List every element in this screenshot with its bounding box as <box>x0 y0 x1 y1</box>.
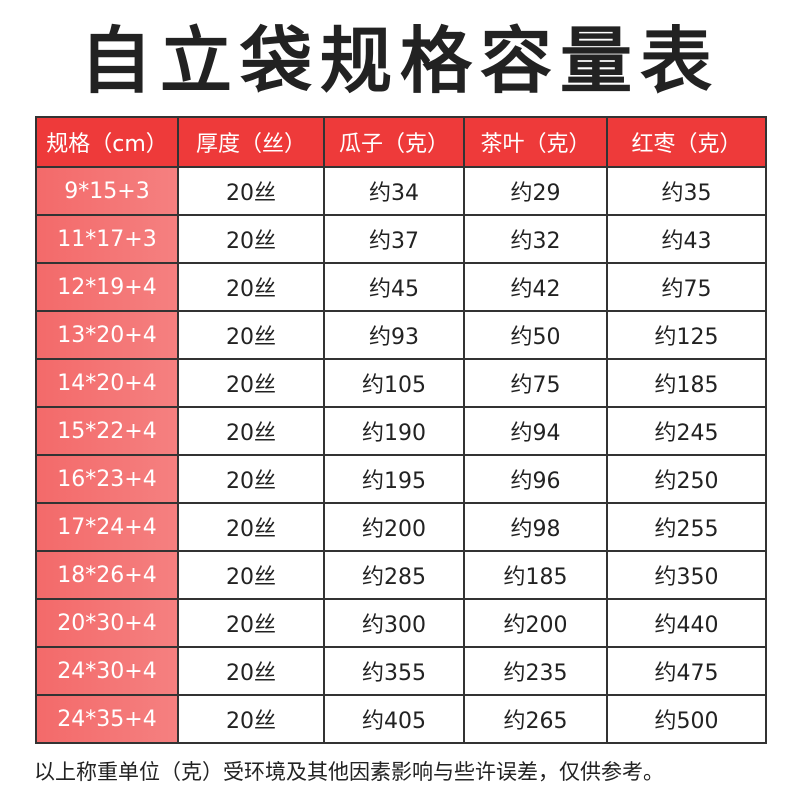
column-header: 厚度（丝） <box>177 116 325 168</box>
table-cell: 约185 <box>606 358 767 408</box>
table-header-row: 规格（cm） 厚度（丝） 瓜子（克） 茶叶（克） 红枣（克） <box>35 116 767 168</box>
table-cell: 20丝 <box>177 694 325 744</box>
table-cell: 约440 <box>606 598 767 648</box>
table-cell: 约190 <box>323 406 465 456</box>
table-cell: 约43 <box>606 214 767 264</box>
table-cell: 20丝 <box>177 550 325 600</box>
table-cell: 20丝 <box>177 214 325 264</box>
table-cell: 约265 <box>463 694 608 744</box>
page-title: 自立袋规格容量表 <box>79 19 720 103</box>
table-row: 24*35+4 20丝 约405 约265 约500 <box>35 694 767 744</box>
table-cell: 约37 <box>323 214 465 264</box>
table-cell: 约29 <box>463 166 608 216</box>
table-cell: 约285 <box>323 550 465 600</box>
table-row: 14*20+4 20丝 约105 约75 约185 <box>35 358 767 408</box>
spec-cell: 11*17+3 <box>35 214 179 264</box>
table-row: 20*30+4 20丝 约300 约200 约440 <box>35 598 767 648</box>
table-cell: 约300 <box>323 598 465 648</box>
spec-cell: 18*26+4 <box>35 550 179 600</box>
table-cell: 约32 <box>463 214 608 264</box>
table-cell: 约35 <box>606 166 767 216</box>
table-row: 17*24+4 20丝 约200 约98 约255 <box>35 502 767 552</box>
table-cell: 约245 <box>606 406 767 456</box>
table-cell: 约75 <box>606 262 767 312</box>
spec-cell: 17*24+4 <box>35 502 179 552</box>
column-header: 规格（cm） <box>35 116 179 168</box>
table-cell: 20丝 <box>177 262 325 312</box>
table-cell: 约50 <box>463 310 608 360</box>
table-cell: 约185 <box>463 550 608 600</box>
table-cell: 约94 <box>463 406 608 456</box>
table-cell: 20丝 <box>177 646 325 696</box>
column-header: 瓜子（克） <box>323 116 465 168</box>
spec-cell: 13*20+4 <box>35 310 179 360</box>
spec-cell: 16*23+4 <box>35 454 179 504</box>
capacity-table: 规格（cm） 厚度（丝） 瓜子（克） 茶叶（克） 红枣（克） 9*15+3 20丝 约34 约… <box>35 116 767 744</box>
table-cell: 约125 <box>606 310 767 360</box>
spec-cell: 14*20+4 <box>35 358 179 408</box>
table-cell: 约255 <box>606 502 767 552</box>
spec-cell: 12*19+4 <box>35 262 179 312</box>
column-header: 红枣（克） <box>606 116 767 168</box>
table-cell: 约235 <box>463 646 608 696</box>
table-row: 16*23+4 20丝 约195 约96 约250 <box>35 454 767 504</box>
table-row: 13*20+4 20丝 约93 约50 约125 <box>35 310 767 360</box>
table-cell: 约105 <box>323 358 465 408</box>
table-cell: 约405 <box>323 694 465 744</box>
table-cell: 约96 <box>463 454 608 504</box>
spec-cell: 20*30+4 <box>35 598 179 648</box>
table-cell: 20丝 <box>177 598 325 648</box>
table-cell: 20丝 <box>177 406 325 456</box>
table-row: 9*15+3 20丝 约34 约29 约35 <box>35 166 767 216</box>
table-cell: 20丝 <box>177 310 325 360</box>
table-cell: 约42 <box>463 262 608 312</box>
table-row: 15*22+4 20丝 约190 约94 约245 <box>35 406 767 456</box>
column-header: 茶叶（克） <box>463 116 608 168</box>
table-cell: 约500 <box>606 694 767 744</box>
table-cell: 20丝 <box>177 166 325 216</box>
table-cell: 约75 <box>463 358 608 408</box>
table-cell: 约200 <box>323 502 465 552</box>
table-cell: 约250 <box>606 454 767 504</box>
table-cell: 20丝 <box>177 502 325 552</box>
spec-cell: 24*35+4 <box>35 694 179 744</box>
table-cell: 约350 <box>606 550 767 600</box>
table-cell: 约200 <box>463 598 608 648</box>
table-cell: 约45 <box>323 262 465 312</box>
table-cell: 约195 <box>323 454 465 504</box>
spec-cell: 15*22+4 <box>35 406 179 456</box>
table-cell: 约475 <box>606 646 767 696</box>
table-cell: 约355 <box>323 646 465 696</box>
table-cell: 约93 <box>323 310 465 360</box>
table-cell: 20丝 <box>177 454 325 504</box>
table-cell: 约98 <box>463 502 608 552</box>
table-cell: 20丝 <box>177 358 325 408</box>
table-row: 11*17+3 20丝 约37 约32 约43 <box>35 214 767 264</box>
table-row: 12*19+4 20丝 约45 约42 约75 <box>35 262 767 312</box>
footnote: 以上称重单位（克）受环境及其他因素影响与些许误差，仅供参考。 <box>34 760 664 784</box>
table-cell: 约34 <box>323 166 465 216</box>
table-row: 24*30+4 20丝 约355 约235 约475 <box>35 646 767 696</box>
table-row: 18*26+4 20丝 约285 约185 约350 <box>35 550 767 600</box>
spec-cell: 24*30+4 <box>35 646 179 696</box>
spec-cell: 9*15+3 <box>35 166 179 216</box>
